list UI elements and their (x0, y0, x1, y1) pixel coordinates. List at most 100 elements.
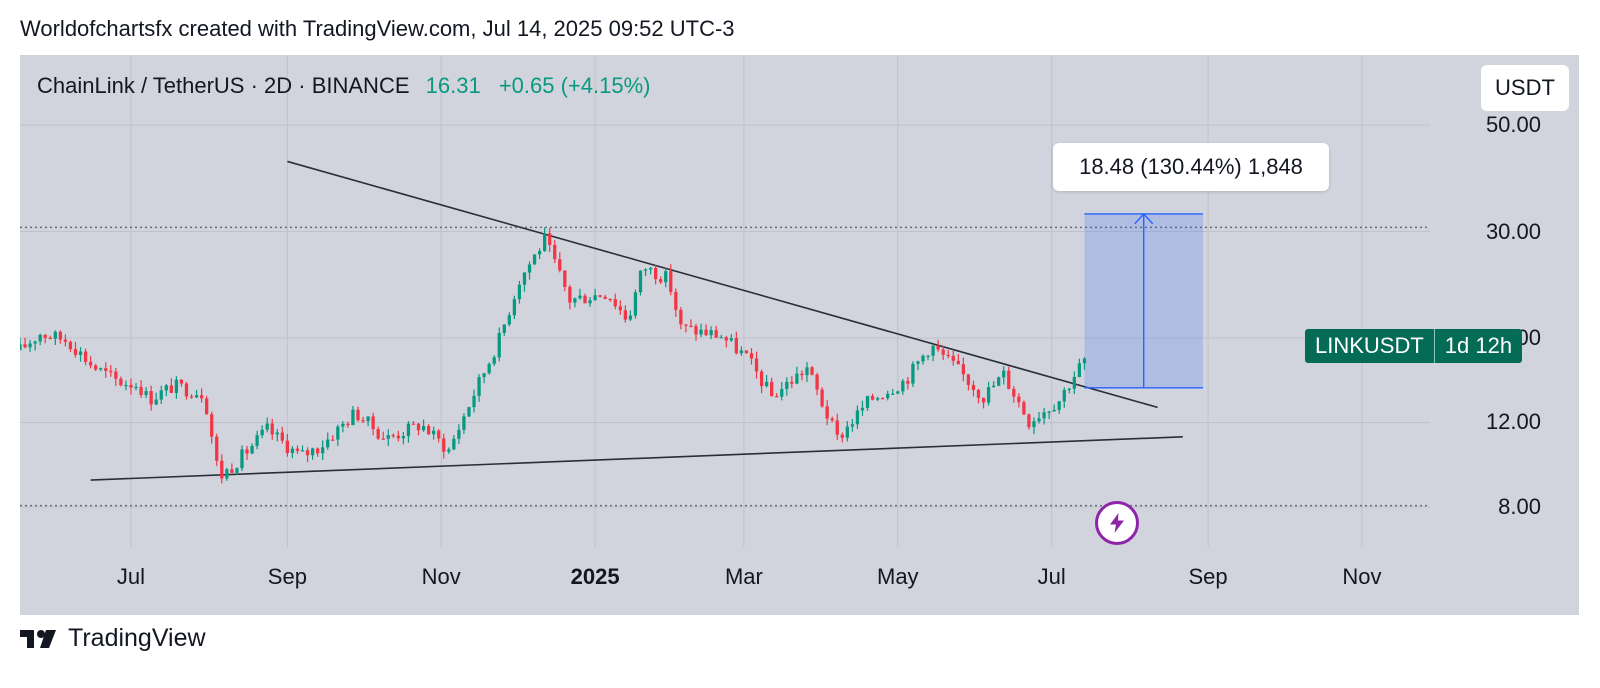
horizontal-levels (20, 226, 1430, 507)
candle-body (366, 416, 370, 422)
candle-body (810, 367, 814, 375)
candle-down (68, 340, 73, 352)
candle-body (709, 330, 713, 336)
candle-body (33, 341, 37, 344)
candle-body (951, 355, 955, 361)
candle-down (1027, 413, 1031, 430)
tradingview-brand[interactable]: TradingView (20, 624, 206, 653)
candle-down (199, 388, 204, 403)
x-tick-label: Sep (1188, 564, 1228, 589)
candle-down (835, 413, 839, 440)
candle-body (280, 432, 284, 441)
candle-body (870, 396, 875, 400)
x-tick-label: Nov (1342, 564, 1382, 589)
candle-body (43, 334, 47, 338)
candle-down (704, 324, 708, 337)
candle-up (472, 389, 476, 413)
candle-body (331, 439, 335, 441)
y-tick-label: 12.00 (1485, 409, 1541, 435)
candle-up (643, 268, 648, 277)
candle-body (1017, 396, 1021, 403)
candle-down (775, 393, 779, 398)
candle-up (527, 261, 532, 280)
candle-up (1042, 407, 1046, 425)
candle-body (421, 425, 426, 431)
candle-up (638, 270, 643, 296)
candle-body (432, 430, 436, 435)
chart-pane[interactable]: ChainLink / TetherUS · 2D · BINANCE 16.3… (20, 55, 1579, 615)
candle-body (906, 380, 910, 384)
candle-body (326, 439, 330, 448)
candle-body (250, 445, 254, 454)
tradingview-logo-icon (20, 629, 56, 648)
candle-body (512, 299, 517, 316)
candle-body (1037, 418, 1041, 422)
candle-body (225, 469, 229, 479)
candle-up (1052, 404, 1056, 412)
candle-down (689, 319, 693, 328)
candle-body (462, 416, 466, 430)
candle-down (179, 379, 184, 387)
candle-down (129, 378, 133, 395)
candle-body (623, 310, 628, 320)
candle-body (285, 440, 290, 454)
candle-down (48, 335, 52, 340)
x-tick-label: Jul (1037, 564, 1066, 589)
candle-body (901, 380, 905, 392)
candle-up (447, 447, 451, 454)
candle-body (800, 373, 804, 376)
candle-up (20, 337, 22, 351)
trendline (287, 160, 1158, 409)
candle-up (764, 374, 769, 388)
candle-down (1012, 386, 1016, 403)
candle-down (961, 357, 966, 382)
candle-body (886, 393, 890, 399)
candle-body (588, 300, 592, 304)
candle-up (901, 378, 905, 395)
candle-down (63, 334, 68, 347)
candle-up (1082, 356, 1087, 370)
candle-down (356, 406, 360, 422)
candle-body (759, 371, 764, 387)
flash-icon[interactable] (1095, 501, 1139, 545)
candle-body (472, 395, 476, 408)
candle-body (921, 355, 925, 362)
candle-body (971, 384, 976, 390)
candle-down (956, 353, 960, 365)
candle-body (608, 298, 612, 301)
currency-button[interactable]: USDT (1481, 65, 1569, 111)
candle-body (785, 381, 789, 390)
price-chart[interactable] (20, 55, 1579, 615)
candle-down (23, 337, 27, 349)
candle-body (189, 396, 194, 398)
candle-body (376, 429, 380, 439)
candle-body (638, 270, 643, 293)
candle-body (179, 379, 184, 384)
candle-down (411, 421, 416, 425)
candle-up (467, 406, 471, 418)
candle-up (497, 327, 501, 362)
candle-up (855, 405, 860, 430)
candle-body (775, 396, 779, 398)
candle-body (593, 295, 597, 301)
candle-down (724, 335, 728, 348)
candle-down (376, 426, 380, 440)
candle-up (522, 272, 527, 292)
candle-body (199, 395, 204, 399)
candle-body (411, 423, 416, 425)
candle-up (482, 372, 486, 384)
candle-up (795, 366, 799, 385)
candle-up (739, 346, 744, 356)
candle-body (20, 344, 22, 350)
candle-up (432, 426, 436, 440)
candle-up (487, 362, 491, 375)
candle-body (820, 389, 824, 407)
candle-body (734, 338, 738, 354)
candle-body (391, 435, 395, 437)
candle-up (543, 227, 547, 252)
symbol-legend[interactable]: ChainLink / TetherUS · 2D · BINANCE 16.3… (37, 73, 651, 99)
candle-up (588, 297, 592, 307)
candle-down (659, 276, 663, 284)
candle-up (719, 334, 723, 339)
candle-down (674, 288, 678, 317)
